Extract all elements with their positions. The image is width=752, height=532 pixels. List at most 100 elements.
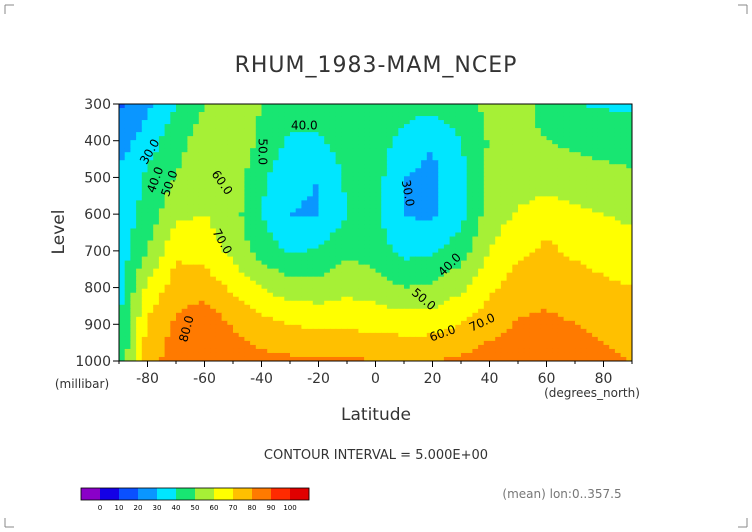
- heatmap-cell: [215, 240, 223, 246]
- heatmap-cell: [592, 112, 599, 117]
- heatmap-cell: [478, 300, 485, 306]
- heatmap-cell: [358, 116, 365, 121]
- heatmap-cell: [170, 212, 177, 218]
- heatmap-cell: [335, 248, 342, 254]
- heatmap-cell: [164, 264, 171, 270]
- heatmap-cell: [472, 268, 479, 274]
- heatmap-cell: [518, 160, 525, 165]
- heatmap-cell: [124, 172, 131, 177]
- heatmap-cell: [592, 116, 599, 121]
- heatmap-cell: [535, 284, 542, 290]
- heatmap-cell: [358, 160, 365, 165]
- heatmap-cell: [592, 148, 599, 153]
- heatmap-cell: [426, 192, 434, 197]
- heatmap-cell: [290, 248, 297, 254]
- heatmap-cell: [261, 252, 268, 258]
- heatmap-cell: [478, 204, 485, 210]
- heatmap-cell: [141, 188, 149, 193]
- heatmap-cell: [375, 276, 382, 282]
- heatmap-cell: [620, 320, 627, 326]
- heatmap-cell: [170, 232, 177, 238]
- heatmap-cell: [586, 156, 593, 161]
- heatmap-cell: [233, 216, 240, 222]
- heatmap-cell: [250, 204, 257, 210]
- heatmap-cell: [495, 116, 502, 121]
- heatmap-cell: [364, 156, 371, 161]
- heatmap-cell: [233, 316, 240, 322]
- heatmap-cell: [392, 204, 399, 210]
- heatmap-cell: [261, 280, 268, 286]
- heatmap-cell: [443, 236, 451, 242]
- heatmap-cell: [227, 188, 234, 193]
- heatmap-cell: [381, 132, 388, 137]
- heatmap-cell: [164, 288, 171, 294]
- heatmap-cell: [215, 208, 223, 214]
- heatmap-cell: [193, 144, 200, 149]
- heatmap-cell: [614, 232, 622, 238]
- heatmap-cell: [233, 104, 240, 109]
- heatmap-cell: [272, 108, 280, 113]
- heatmap-cell: [443, 280, 451, 286]
- heatmap-cell: [518, 264, 525, 270]
- heatmap-cell: [369, 320, 377, 326]
- heatmap-cell: [432, 200, 439, 205]
- heatmap-cell: [136, 276, 143, 282]
- heatmap-cell: [506, 140, 513, 145]
- heatmap-cell: [278, 124, 285, 129]
- heatmap-cell: [523, 316, 530, 322]
- heatmap-cell: [540, 168, 548, 173]
- heatmap-cell: [563, 176, 570, 181]
- heatmap-cell: [569, 248, 576, 254]
- heatmap-cell: [523, 232, 530, 238]
- heatmap-cell: [215, 312, 223, 318]
- heatmap-cell: [518, 128, 525, 133]
- heatmap-cell: [597, 116, 605, 121]
- heatmap-cell: [575, 144, 582, 149]
- heatmap-cell: [609, 132, 616, 137]
- heatmap-cell: [215, 148, 223, 153]
- heatmap-cell: [364, 220, 371, 226]
- heatmap-cell: [557, 196, 565, 201]
- heatmap-cell: [614, 132, 622, 137]
- heatmap-cell: [153, 128, 160, 133]
- heatmap-cell: [261, 316, 268, 322]
- heatmap-cell: [244, 308, 251, 314]
- heatmap-cell: [204, 232, 211, 238]
- heatmap-cell: [170, 112, 177, 117]
- heatmap-cell: [535, 256, 542, 262]
- heatmap-cell: [284, 284, 291, 290]
- heatmap-cell: [438, 316, 445, 322]
- heatmap-cell: [198, 140, 206, 145]
- heatmap-cell: [614, 260, 622, 266]
- heatmap-cell: [341, 208, 348, 214]
- heatmap-cell: [307, 296, 314, 302]
- heatmap-cell: [557, 172, 565, 177]
- heatmap-cell: [375, 164, 382, 169]
- heatmap-cell: [170, 300, 177, 306]
- heatmap-cell: [398, 224, 405, 230]
- heatmap-cell: [267, 236, 274, 242]
- heatmap-cell: [141, 136, 149, 141]
- heatmap-cell: [626, 192, 632, 197]
- heatmap-cell: [119, 152, 126, 157]
- heatmap-cell: [130, 276, 137, 282]
- heatmap-cell: [193, 236, 200, 242]
- heatmap-cell: [324, 300, 331, 306]
- heatmap-cell: [341, 276, 348, 282]
- heatmap-cell: [575, 124, 582, 129]
- heatmap-cell: [375, 136, 382, 141]
- heatmap-cell: [489, 108, 496, 113]
- heatmap-cell: [592, 224, 599, 230]
- heatmap-cell: [204, 324, 211, 330]
- heatmap-cell: [347, 308, 354, 314]
- heatmap-cell: [546, 300, 553, 306]
- heatmap-cell: [495, 208, 502, 214]
- heatmap-cell: [455, 264, 462, 270]
- heatmap-cell: [415, 156, 422, 161]
- heatmap-cell: [580, 284, 587, 290]
- heatmap-cell: [443, 284, 451, 290]
- heatmap-cell: [210, 316, 217, 322]
- heatmap-cell: [136, 120, 143, 125]
- heatmap-cell: [244, 160, 251, 165]
- heatmap-cell: [512, 172, 519, 177]
